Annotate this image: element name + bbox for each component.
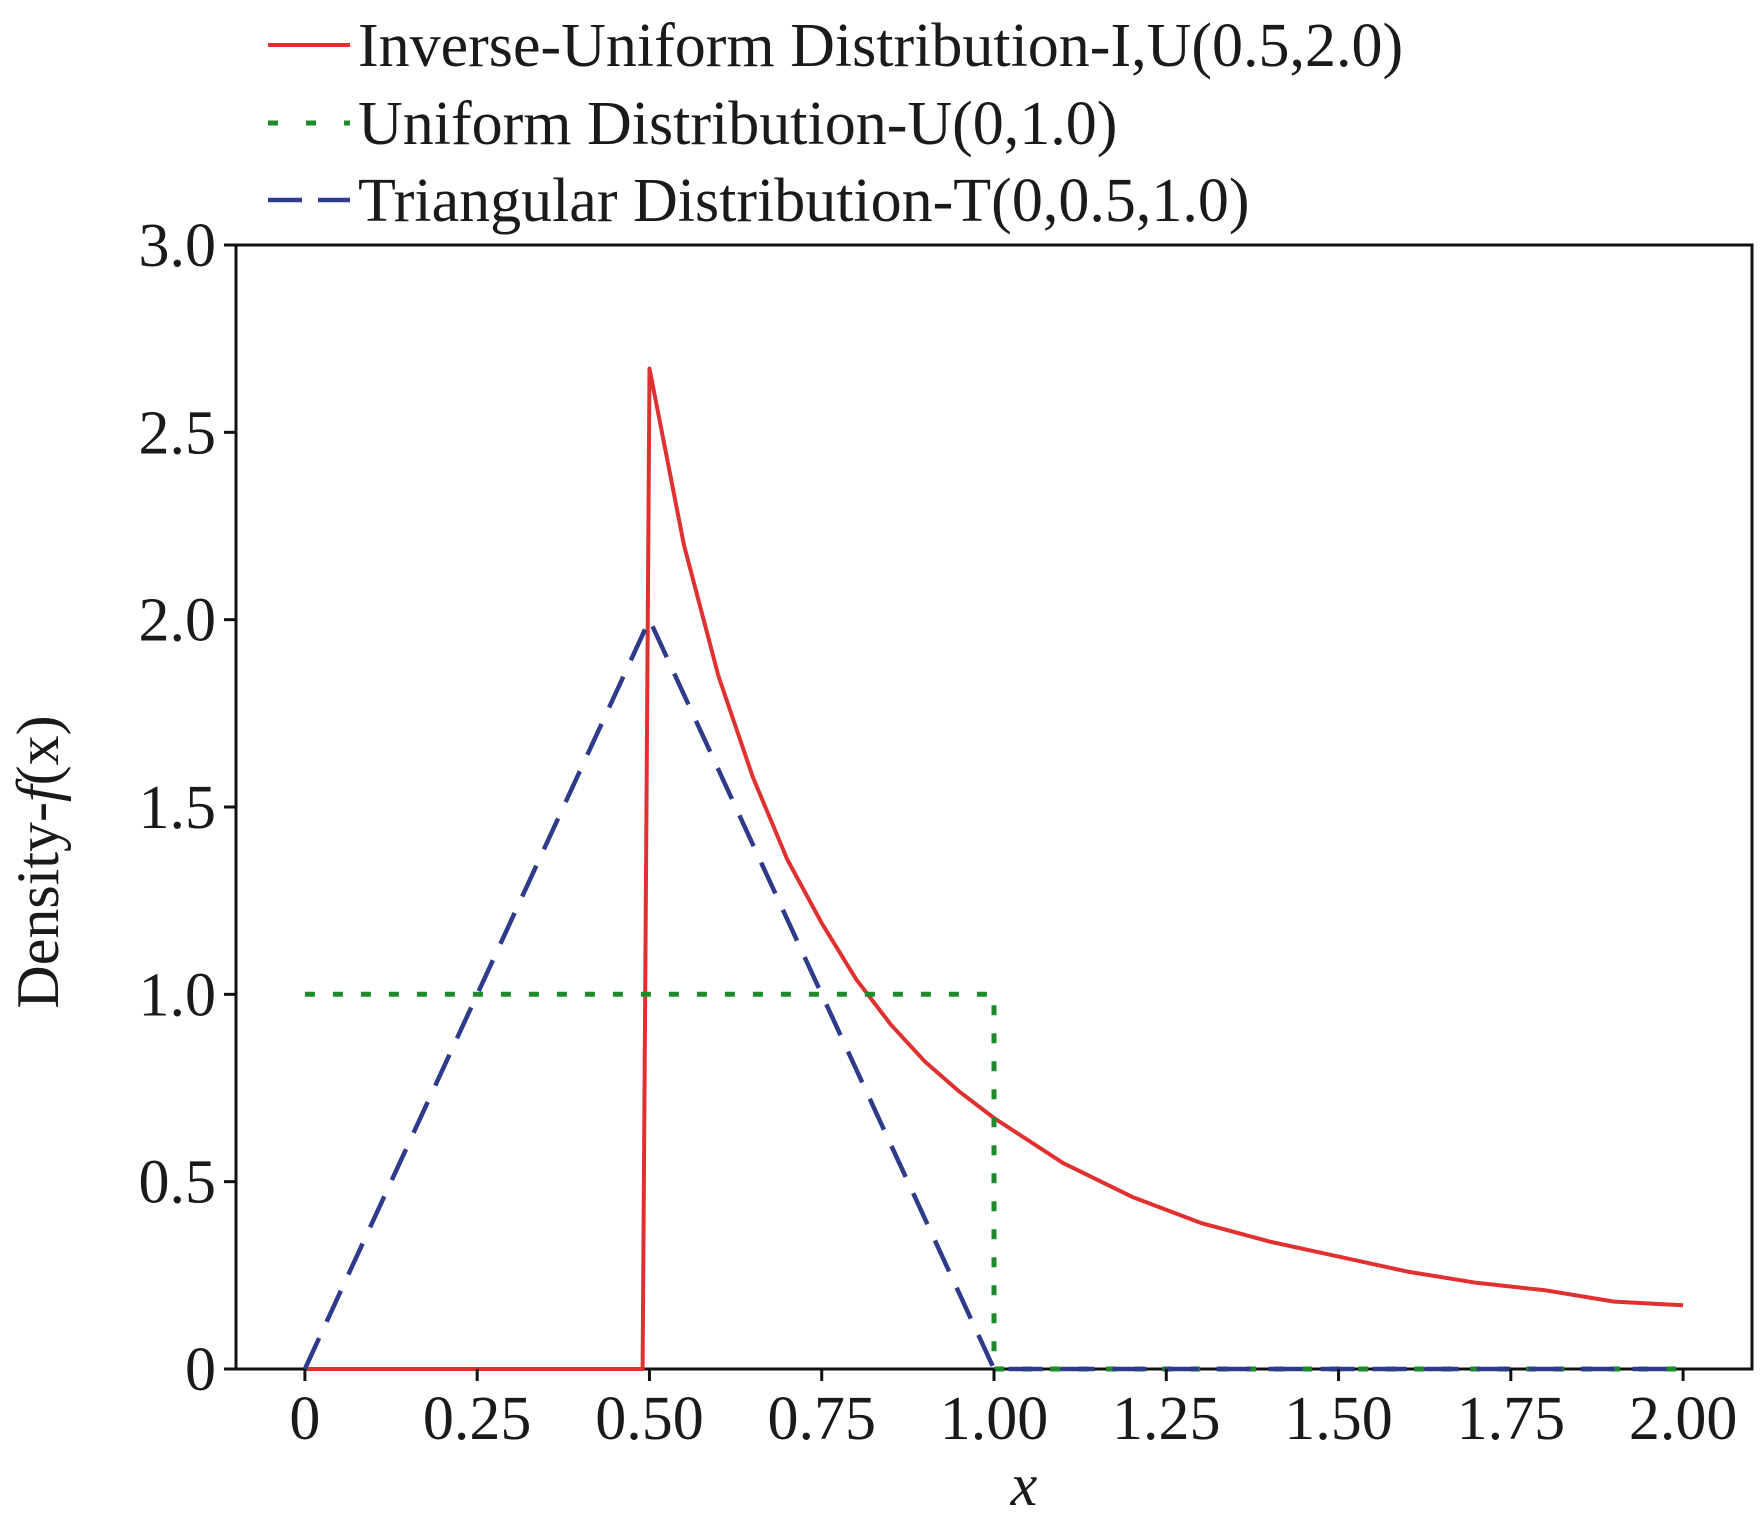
y-tick-label: 0.5 <box>139 1149 217 1217</box>
plot-border <box>234 243 1754 1371</box>
x-tick-label: 1.25 <box>1112 1385 1221 1453</box>
series-line-2 <box>304 991 1684 1372</box>
x-tick-label: 1.50 <box>1284 1385 1393 1453</box>
y-axis-title-prefix: Density- <box>5 802 71 1009</box>
x-tick-label: 2.00 <box>1629 1385 1738 1453</box>
series-line-3 <box>302 617 1684 1372</box>
axes-layer: 0 0.25 0.50 0.75 1.00 1.25 1.50 1.75 2.00 0 0.5 1.0… <box>139 212 1738 1453</box>
y-tick-label: 2.0 <box>139 587 217 655</box>
y-tick-label: 1.0 <box>139 961 217 1029</box>
y-tick-label: 2.5 <box>139 399 217 467</box>
x-tick-label: 0.25 <box>423 1385 532 1453</box>
y-axis-title-arg: (x) <box>5 715 71 785</box>
chart-legend: Inverse-Uniform Distribution-I,U(0.5,2.0… <box>268 12 1403 235</box>
series-layer <box>302 366 1684 1372</box>
legend-label-1: Inverse-Uniform Distribution-I,U(0.5,2.0… <box>358 12 1403 80</box>
y-axis-title: Density-f(x) <box>5 715 71 1008</box>
y-tick-label: 3.0 <box>139 212 217 280</box>
y-tick-label: 1.5 <box>139 774 217 842</box>
legend-label-3: Triangular Distribution-T(0,0.5,1.0) <box>358 167 1249 235</box>
legend-label-2: Uniform Distribution-U(0,1.0) <box>358 90 1117 158</box>
x-tick-label: 0.50 <box>595 1385 704 1453</box>
y-tick-label: 0 <box>185 1336 216 1404</box>
x-tick-label: 0.75 <box>767 1385 876 1453</box>
plot-area <box>234 243 1754 1371</box>
x-tick-label: 1.75 <box>1457 1385 1566 1453</box>
x-axis-title: x <box>1010 1452 1038 1516</box>
x-tick-label: 0 <box>289 1385 320 1453</box>
series-line-1 <box>304 366 1684 1371</box>
x-tick-label: 1.00 <box>940 1385 1049 1453</box>
